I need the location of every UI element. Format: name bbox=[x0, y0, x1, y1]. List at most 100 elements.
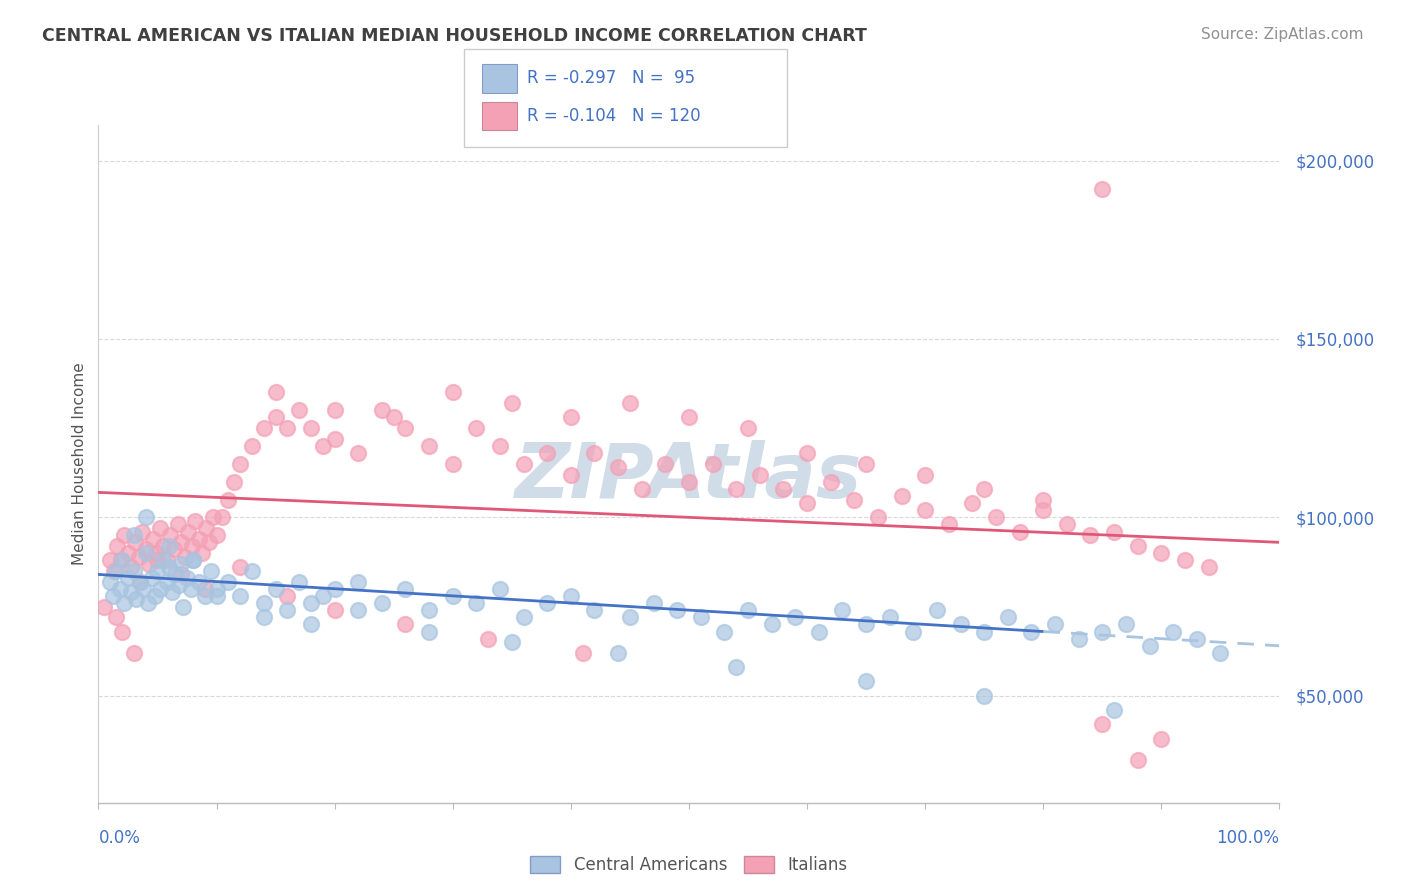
Point bbox=[110, 553, 132, 567]
Point bbox=[122, 646, 145, 660]
Point bbox=[103, 564, 125, 578]
Point bbox=[135, 546, 157, 560]
Point bbox=[98, 574, 121, 589]
Point bbox=[689, 610, 711, 624]
Point bbox=[702, 457, 724, 471]
Point bbox=[264, 582, 287, 596]
Point bbox=[914, 503, 936, 517]
Point bbox=[1091, 182, 1114, 196]
Point bbox=[229, 457, 252, 471]
Point bbox=[737, 603, 759, 617]
Point bbox=[678, 475, 700, 489]
Point bbox=[772, 482, 794, 496]
Point bbox=[1126, 539, 1149, 553]
Point bbox=[347, 446, 370, 460]
Point bbox=[371, 403, 394, 417]
Point bbox=[173, 549, 195, 564]
Point bbox=[312, 589, 335, 603]
Point bbox=[145, 546, 167, 560]
Text: CENTRAL AMERICAN VS ITALIAN MEDIAN HOUSEHOLD INCOME CORRELATION CHART: CENTRAL AMERICAN VS ITALIAN MEDIAN HOUSE… bbox=[42, 27, 868, 45]
Legend: Central Americans, Italians: Central Americans, Italians bbox=[522, 847, 856, 882]
Point bbox=[135, 510, 157, 524]
Point bbox=[925, 603, 948, 617]
Point bbox=[796, 496, 818, 510]
Point bbox=[138, 557, 160, 571]
Point bbox=[607, 646, 630, 660]
Point bbox=[181, 553, 204, 567]
Point bbox=[176, 571, 198, 585]
Point bbox=[160, 585, 183, 599]
Point bbox=[1161, 624, 1184, 639]
Point bbox=[128, 574, 150, 589]
Point bbox=[1043, 617, 1066, 632]
Point bbox=[512, 457, 534, 471]
Point bbox=[149, 521, 172, 535]
Point bbox=[136, 596, 159, 610]
Point bbox=[253, 421, 276, 435]
Point bbox=[142, 532, 165, 546]
Point bbox=[713, 624, 735, 639]
Point bbox=[512, 610, 534, 624]
Point bbox=[211, 510, 233, 524]
Point bbox=[1008, 524, 1031, 539]
Point bbox=[194, 582, 217, 596]
Point bbox=[224, 475, 246, 489]
Point bbox=[949, 617, 972, 632]
Point bbox=[394, 582, 416, 596]
Point bbox=[748, 467, 770, 482]
Point bbox=[501, 396, 523, 410]
Point bbox=[1185, 632, 1208, 646]
Point bbox=[323, 582, 346, 596]
Point bbox=[187, 574, 209, 589]
Point bbox=[159, 528, 181, 542]
Point bbox=[101, 589, 124, 603]
Point bbox=[288, 403, 311, 417]
Point bbox=[323, 403, 346, 417]
Point bbox=[288, 574, 311, 589]
Text: R = -0.104   N = 120: R = -0.104 N = 120 bbox=[527, 107, 700, 125]
Point bbox=[323, 603, 346, 617]
Point bbox=[98, 553, 121, 567]
Point bbox=[501, 635, 523, 649]
Point bbox=[643, 596, 665, 610]
Point bbox=[253, 610, 276, 624]
Text: 0.0%: 0.0% bbox=[98, 829, 141, 847]
Point bbox=[264, 385, 287, 400]
Point bbox=[200, 564, 222, 578]
Point bbox=[938, 517, 960, 532]
Point bbox=[619, 396, 641, 410]
Point bbox=[1102, 703, 1125, 717]
Point bbox=[128, 574, 150, 589]
Point bbox=[831, 603, 853, 617]
Point bbox=[229, 560, 252, 574]
Point bbox=[1056, 517, 1078, 532]
Point bbox=[855, 457, 877, 471]
Point bbox=[111, 553, 134, 567]
Point bbox=[299, 596, 322, 610]
Text: ZIPAtlas: ZIPAtlas bbox=[515, 441, 863, 515]
Y-axis label: Median Household Income: Median Household Income bbox=[72, 362, 87, 566]
Point bbox=[177, 524, 200, 539]
Point bbox=[264, 410, 287, 425]
Point bbox=[866, 510, 889, 524]
Point bbox=[152, 553, 174, 567]
Point bbox=[418, 624, 440, 639]
Point bbox=[347, 574, 370, 589]
Point bbox=[217, 492, 239, 507]
Point bbox=[571, 646, 593, 660]
Point bbox=[253, 596, 276, 610]
Point bbox=[117, 546, 139, 560]
Point bbox=[844, 492, 866, 507]
Point bbox=[122, 528, 145, 542]
Point bbox=[323, 432, 346, 446]
Point bbox=[855, 617, 877, 632]
Point bbox=[124, 535, 146, 549]
Point bbox=[105, 539, 128, 553]
Point bbox=[371, 596, 394, 610]
Point bbox=[1115, 617, 1137, 632]
Point bbox=[122, 564, 145, 578]
Text: 100.0%: 100.0% bbox=[1216, 829, 1279, 847]
Point bbox=[111, 624, 134, 639]
Point bbox=[187, 532, 209, 546]
Point bbox=[973, 624, 995, 639]
